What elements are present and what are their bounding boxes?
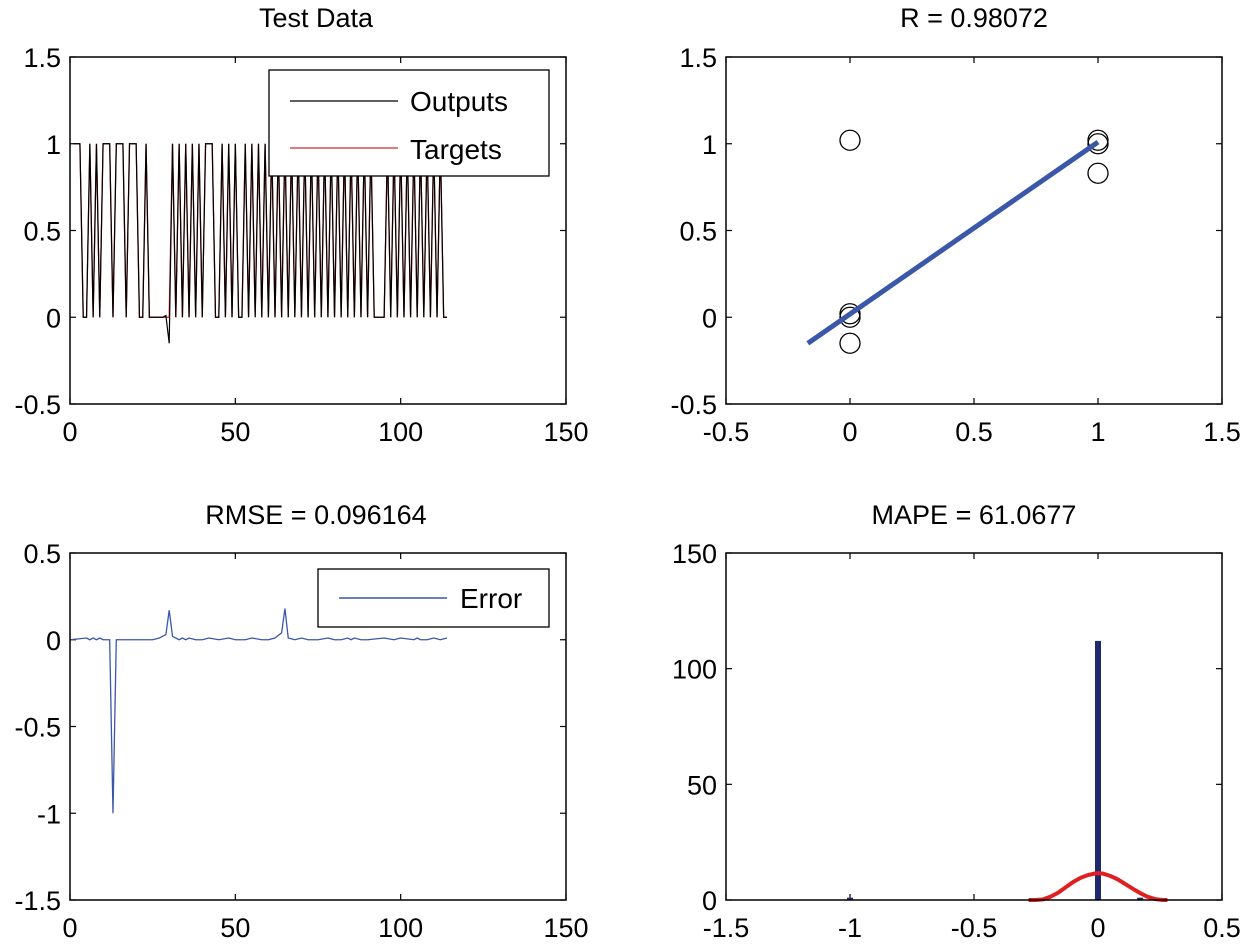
error-panel: RMSE = 0.096164 0 50 100 150-1.5-1-0.500.5 … xyxy=(14,500,588,943)
y-tick-label: 100 xyxy=(672,655,717,685)
x-tick-label: 0 xyxy=(842,417,857,447)
histogram-bar xyxy=(1095,640,1101,900)
regression-title: R = 0.98072 xyxy=(900,3,1048,33)
regression-plot xyxy=(806,129,1109,354)
test-data-plot xyxy=(73,140,447,344)
x-tick-label: 100 xyxy=(378,913,423,943)
y-tick-label: 0 xyxy=(702,303,717,333)
fit-line xyxy=(806,139,1100,346)
x-tick-label: -0.5 xyxy=(951,913,998,943)
regression-axes-box xyxy=(725,56,1223,405)
x-tick-label: 0 xyxy=(62,913,77,943)
legend-label-targets: Targets xyxy=(410,134,502,165)
x-tick-label: 150 xyxy=(543,417,588,447)
regression-panel: R = 0.98072 -0.5 0 0.5 1 1.5 -0.5 0 0.5 1 1.5 xyxy=(670,3,1240,447)
y-tick-label: 0 xyxy=(46,626,61,656)
histogram-panel: MAPE = 61.0677 -1.5 -1 -0.5 0 0.5 0 50 100 150 xyxy=(672,500,1241,943)
x-tick-label: 0 xyxy=(1090,913,1105,943)
data-point xyxy=(839,129,861,151)
error-plot xyxy=(69,608,448,814)
y-tick-label: -0.5 xyxy=(14,390,61,420)
series-outputs-line xyxy=(73,140,447,344)
y-tick-label: 0.5 xyxy=(679,217,717,247)
x-tick-label: 1.5 xyxy=(1203,417,1241,447)
error-title: RMSE = 0.096164 xyxy=(205,500,426,530)
y-tick-label: 1.5 xyxy=(679,43,717,73)
histogram-ticks: -1.5 -1 -0.5 0 0.5 0 50 100 150 xyxy=(672,539,1241,943)
data-point xyxy=(1087,162,1109,184)
y-tick-label: 0 xyxy=(46,303,61,333)
error-ticks: 0 50 100 150 -1.5 -1 -0.5 0 0.5 xyxy=(14,539,588,943)
y-tick-label: 0.5 xyxy=(23,539,61,569)
x-tick-label: 0.5 xyxy=(1203,913,1241,943)
x-tick-label: -1.5 xyxy=(703,913,750,943)
x-tick-label: -0.5 xyxy=(703,417,750,447)
data-point xyxy=(1087,129,1109,151)
y-tick-label: 50 xyxy=(687,770,717,800)
histogram-bar xyxy=(847,897,853,900)
x-tick-label: 0 xyxy=(62,417,77,447)
histogram-bar xyxy=(1137,897,1144,900)
test-data-axes-box xyxy=(69,56,567,405)
data-point xyxy=(839,332,861,354)
histogram-axes-box xyxy=(725,552,1223,901)
series-error-line xyxy=(69,608,448,814)
x-tick-label: 150 xyxy=(543,913,588,943)
x-tick-label: 100 xyxy=(378,417,423,447)
y-tick-label: 1.5 xyxy=(23,43,61,73)
x-tick-label: 0.5 xyxy=(955,417,993,447)
y-tick-label: -0.5 xyxy=(670,390,717,420)
test-data-title: Test Data xyxy=(259,3,374,33)
fit-curve xyxy=(1028,871,1168,902)
error-legend: Error xyxy=(317,568,550,628)
x-tick-label: 1 xyxy=(1090,417,1105,447)
legend-box xyxy=(268,69,550,177)
y-tick-label: 1 xyxy=(702,130,717,160)
y-tick-label: -1 xyxy=(37,799,61,829)
histogram-plot xyxy=(847,640,1168,902)
error-axes-box xyxy=(69,552,567,901)
legend-label-error: Error xyxy=(460,583,522,614)
y-tick-label: -1.5 xyxy=(14,886,61,916)
regression-ticks: -0.5 0 0.5 1 1.5 -0.5 0 0.5 1 1.5 xyxy=(670,43,1240,447)
x-tick-label: 50 xyxy=(220,417,250,447)
x-tick-label: 50 xyxy=(220,913,250,943)
y-tick-label: 150 xyxy=(672,539,717,569)
legend-label-outputs: Outputs xyxy=(410,86,508,117)
data-point xyxy=(839,303,861,325)
test-data-legend: Outputs Targets xyxy=(268,69,550,177)
y-tick-label: 0.5 xyxy=(23,217,61,247)
test-data-ticks: 0 50 100 150-0.500.511.5 xyxy=(14,43,588,447)
test-data-panel: Test Data 0 50 100 150-0.500.511.5 Outputs … xyxy=(14,3,588,447)
y-tick-label: 1 xyxy=(46,130,61,160)
x-tick-label: -1 xyxy=(838,913,862,943)
y-tick-label: 0 xyxy=(702,886,717,916)
y-tick-label: -0.5 xyxy=(14,713,61,743)
histogram-title: MAPE = 61.0677 xyxy=(872,500,1077,530)
